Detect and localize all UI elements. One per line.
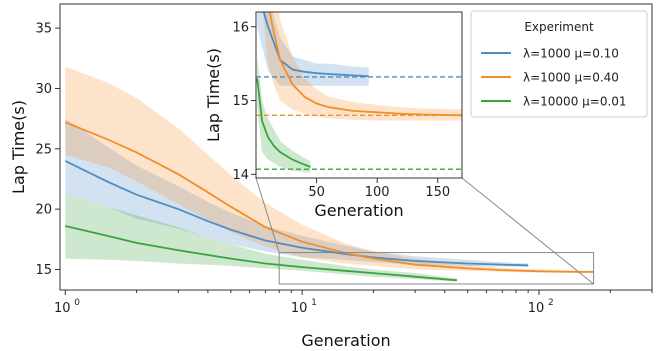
legend-box (470, 10, 648, 118)
inset-line-1 (268, 12, 462, 117)
main-ytick-label: 25 (35, 142, 52, 157)
main-ytick-label: 35 (35, 22, 52, 37)
inset-xlabel: Generation (314, 201, 403, 220)
main-line-0 (64, 160, 529, 267)
inset-frame (255, 11, 463, 179)
inset-line-0 (262, 12, 369, 78)
main-ytick-label: 15 (35, 263, 52, 278)
main-line-1 (64, 121, 594, 273)
main-frame (59, 3, 653, 291)
legend-entry-2: λ=10000 μ=0.01 (523, 95, 627, 109)
main-xtick-label: 10 (528, 301, 545, 316)
zoom-box (278, 252, 595, 285)
inset-band-1 (262, 12, 462, 121)
zoom-connector-right (461, 177, 594, 285)
zoom-connector-left (255, 177, 280, 253)
main-xtick-exponent: 0 (74, 298, 80, 308)
main-band-2 (65, 193, 457, 282)
inset-plot: 14 15 16 50 100 150 Generation Lap Time(s) (204, 11, 463, 220)
legend: Experiment λ=1000 μ=0.10 λ=1000 μ=0.40 λ=10… (470, 10, 648, 118)
main-ytick-label: 20 (35, 203, 52, 218)
legend-entry-1: λ=1000 μ=0.40 (523, 71, 619, 85)
inset-background (256, 12, 462, 178)
inset-xtick-label: 150 (425, 185, 450, 200)
main-ylabel: Lap Time(s) (9, 100, 28, 194)
main-xtick-exponent: 2 (548, 298, 554, 308)
inset-ytick-label: 14 (232, 168, 249, 183)
inset-xtick-label: 50 (308, 185, 325, 200)
inset-line-2 (256, 78, 311, 168)
main-xtick-exponent: 1 (311, 298, 317, 308)
inset-ytick-label: 16 (232, 20, 249, 35)
inset-band-0 (257, 12, 369, 86)
legend-title: Experiment (524, 20, 594, 34)
legend-entry-0: λ=1000 μ=0.10 (523, 47, 619, 61)
main-xtick-label: 10 (291, 301, 308, 316)
main-band-0 (65, 118, 529, 268)
main-xlabel: Generation (301, 331, 390, 350)
inset-band-2 (257, 56, 311, 173)
inset-ylabel: Lap Time(s) (204, 48, 223, 142)
main-xtick-label: 10 (54, 301, 71, 316)
inset-plot-area (256, 12, 462, 173)
main-ytick-label: 30 (35, 82, 52, 97)
inset-ytick-label: 15 (232, 94, 249, 109)
inset-xtick-label: 100 (365, 185, 390, 200)
main-line-2 (65, 225, 457, 282)
